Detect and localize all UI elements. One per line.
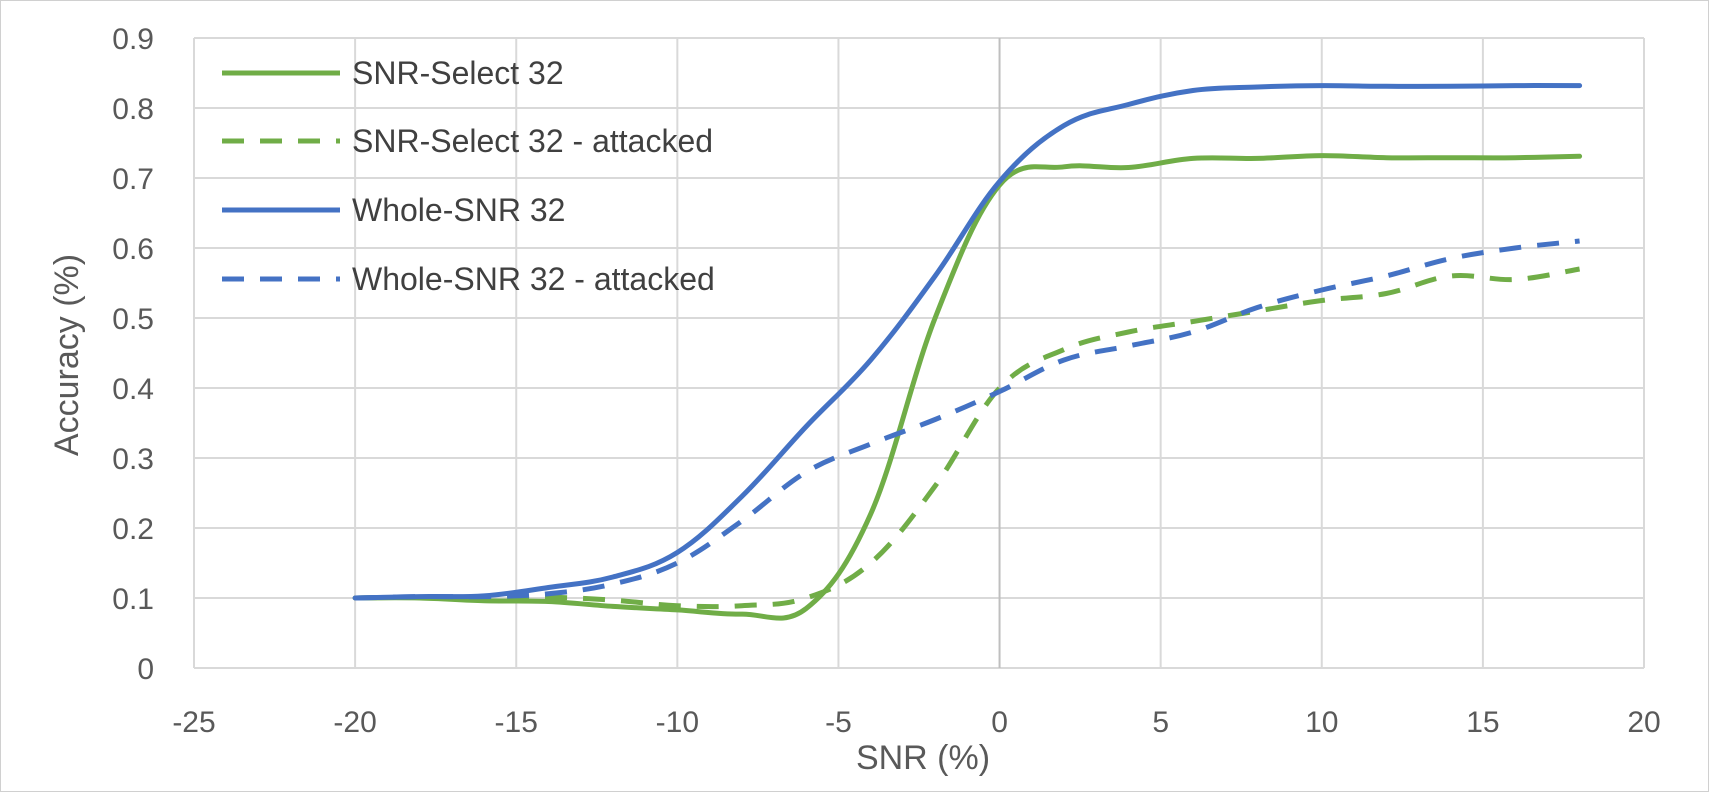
x-tick-label: -10 [656, 706, 699, 739]
series-line-2 [355, 266, 1581, 610]
series-line-4 [355, 238, 1580, 601]
y-tick-label: 0.9 [112, 23, 154, 56]
x-axis-ticks: -25 -20 -15 -10 -5 0 5 10 15 20 [172, 706, 1660, 739]
y-tick-label: 0.8 [112, 93, 154, 126]
x-axis-title: SNR (%) [856, 739, 990, 777]
x-tick-label: 10 [1305, 706, 1338, 739]
x-tick-label: 0 [991, 706, 1008, 739]
y-tick-label: 0.4 [112, 373, 154, 406]
y-tick-label: 0.2 [112, 513, 154, 546]
legend-label-1: SNR-Select 32 [352, 55, 564, 91]
y-tick-label: 0.3 [112, 443, 154, 476]
x-tick-label: -15 [495, 706, 538, 739]
y-tick-label: 0.7 [112, 163, 154, 196]
x-tick-label: -20 [333, 706, 376, 739]
y-tick-label: 0.1 [112, 583, 154, 616]
y-tick-label: 0.5 [112, 303, 154, 336]
series-line-3 [352, 83, 1583, 601]
legend: SNR-Select 32 SNR-Select 32 - attacked Who… [222, 55, 715, 297]
x-tick-label: 20 [1627, 706, 1660, 739]
y-tick-label: 0.6 [112, 233, 154, 266]
x-tick-label: 5 [1152, 706, 1169, 739]
legend-label-3: Whole-SNR 32 [352, 192, 565, 228]
series-lines [352, 83, 1583, 621]
y-tick-label: 0 [137, 653, 154, 686]
y-axis-title: Accuracy (%) [48, 254, 86, 456]
x-tick-label: -25 [172, 706, 215, 739]
gridlines [193, 37, 1645, 669]
x-tick-label: 15 [1466, 706, 1499, 739]
y-axis-ticks: 0 0.1 0.2 0.3 0.4 0.5 0.6 0.7 0.8 0.9 [112, 23, 154, 686]
x-tick-label: -5 [825, 706, 852, 739]
series-line-1 [352, 153, 1583, 621]
legend-label-2: SNR-Select 32 - attacked [352, 123, 713, 159]
legend-label-4: Whole-SNR 32 - attacked [352, 261, 715, 297]
